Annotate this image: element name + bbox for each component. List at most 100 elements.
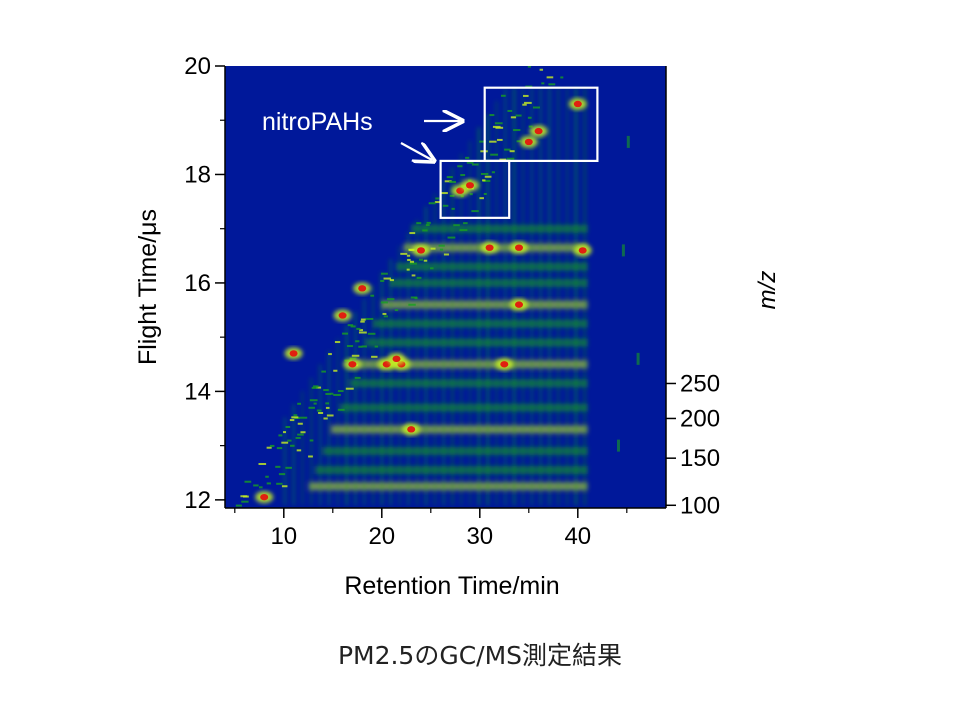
- signal-speck: [494, 122, 503, 125]
- axes: 12 14 16 18 20 100 150 200 250 10 20 30 40: [184, 53, 720, 550]
- signal-speck: [416, 276, 422, 279]
- signal-speck: [278, 434, 283, 437]
- signal-speck: [459, 229, 468, 232]
- elution-stripe: [389, 259, 392, 506]
- x-tick-label: 20: [368, 523, 395, 550]
- signal-speck: [387, 298, 395, 301]
- signal-speck: [316, 409, 322, 412]
- signal-speck: [555, 53, 562, 55]
- signal-speck: [382, 312, 387, 315]
- y-tick-label-right: 150: [680, 445, 720, 472]
- signal-speck: [434, 201, 440, 204]
- signal-speck: [333, 393, 341, 396]
- signal-speck: [266, 446, 272, 449]
- signal-speck: [315, 386, 322, 389]
- y-tick-label-left: 20: [184, 53, 211, 80]
- signal-speck: [546, 76, 554, 79]
- signal-speck: [576, 48, 581, 50]
- signal-speck: [465, 156, 470, 159]
- elution-stripe: [521, 87, 525, 506]
- signal-speck: [443, 253, 450, 256]
- signal-speck: [543, 47, 548, 49]
- signal-speck: [444, 180, 452, 183]
- elution-stripe: [319, 364, 322, 506]
- y-tick-label-right: 100: [680, 492, 720, 519]
- elution-stripe: [557, 87, 560, 506]
- signal-speck: [309, 439, 314, 442]
- peak: [333, 309, 352, 322]
- signal-speck: [259, 486, 263, 489]
- signal-speck: [411, 274, 416, 277]
- signal-speck: [562, 51, 565, 53]
- signal-speck: [358, 331, 367, 334]
- signal-speck: [527, 116, 532, 119]
- signal-speck: [430, 267, 434, 270]
- signal-band: [381, 300, 588, 309]
- peak: [510, 298, 528, 311]
- elution-stripe: [469, 140, 472, 506]
- signal-speck: [328, 353, 332, 356]
- signal-speck: [311, 386, 318, 389]
- signal-speck: [580, 22, 584, 24]
- signal-speck: [407, 258, 411, 261]
- signal-speck: [381, 272, 388, 275]
- signal-speck: [346, 345, 354, 348]
- signal-speck: [496, 138, 503, 141]
- signal-speck: [636, 352, 640, 365]
- signal-speck: [560, 76, 564, 79]
- signal-speck: [241, 500, 249, 503]
- signal-speck: [516, 140, 521, 143]
- signal-speck: [406, 254, 411, 257]
- signal-speck: [323, 389, 329, 392]
- elution-stripe: [398, 246, 401, 506]
- peak: [573, 244, 592, 257]
- signal-speck: [297, 402, 301, 405]
- elution-stripe: [407, 232, 410, 506]
- elution-stripe: [477, 127, 481, 506]
- signal-speck: [509, 150, 515, 153]
- elution-stripe: [301, 391, 304, 506]
- signal-speck: [435, 197, 440, 200]
- signal-speck: [266, 482, 271, 485]
- signal-speck: [296, 449, 302, 452]
- signal-speck: [325, 402, 330, 405]
- signal-band: [349, 379, 588, 388]
- signal-speck: [442, 204, 449, 207]
- signal-band: [357, 360, 588, 369]
- signal-band: [331, 425, 588, 434]
- signal-speck: [438, 244, 445, 247]
- y-tick-label-right: 200: [680, 405, 720, 432]
- peak: [529, 125, 548, 138]
- signal-speck: [330, 392, 334, 395]
- highlight-box: [483, 86, 599, 163]
- signal-speck: [513, 129, 521, 132]
- x-tick-label: 40: [564, 523, 591, 550]
- signal-speck: [347, 324, 354, 327]
- signal-speck: [570, 9, 577, 11]
- elution-stripe: [363, 298, 366, 506]
- signal-speck: [457, 165, 463, 168]
- signal-speck: [345, 387, 354, 390]
- signal-speck: [400, 252, 408, 255]
- elution-stripe: [292, 404, 295, 506]
- signal-speck: [446, 176, 453, 179]
- signal-speck: [269, 444, 275, 447]
- signal-speck: [543, 46, 547, 48]
- elution-stripe: [566, 87, 569, 506]
- signal-speck: [428, 202, 436, 205]
- signal-speck: [300, 431, 306, 434]
- signal-speck: [555, 58, 560, 60]
- signal-speck: [568, 0, 573, 2]
- peak: [343, 358, 362, 371]
- signal-speck: [566, 2, 572, 4]
- highlight-boxes: [439, 86, 599, 219]
- signal-speck: [297, 422, 303, 425]
- signal-speck: [546, 32, 549, 34]
- signal-speck: [351, 354, 360, 357]
- signal-speck: [490, 153, 499, 156]
- peak: [284, 347, 303, 360]
- elution-stripe: [486, 114, 489, 506]
- elution-stripe: [451, 167, 454, 506]
- signal-speck: [447, 236, 456, 239]
